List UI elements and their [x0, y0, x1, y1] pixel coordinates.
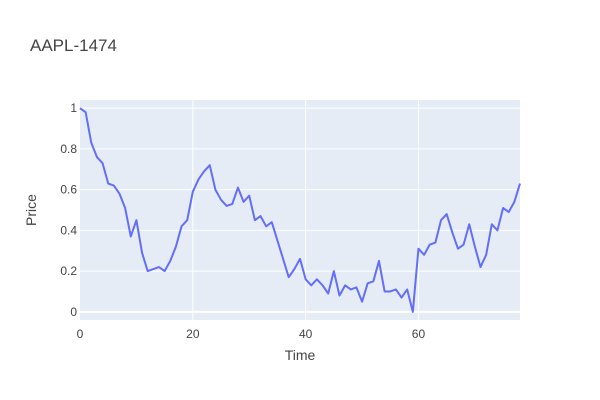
y-tick-label: 0.6 [60, 183, 77, 197]
y-axis-ticks: 0 0.2 0.4 0.6 0.8 1 [60, 101, 77, 319]
y-tick-label: 0 [70, 305, 77, 319]
y-tick-label: 1 [70, 101, 77, 115]
x-axis-label: Time [285, 347, 316, 363]
plot-area [80, 100, 520, 320]
y-tick-label: 0.4 [60, 223, 77, 237]
y-tick-label: 0.2 [60, 264, 77, 278]
x-tick-label: 0 [77, 327, 84, 341]
x-axis-ticks: 0 20 40 60 [77, 327, 426, 341]
chart-title: AAPL-1474 [30, 36, 117, 55]
y-axis-label: Price [23, 194, 39, 226]
x-tick-label: 20 [186, 327, 200, 341]
y-tick-label: 0.8 [60, 142, 77, 156]
x-tick-label: 60 [412, 327, 426, 341]
x-tick-label: 40 [299, 327, 313, 341]
price-series-line [79, 107, 521, 313]
gridlines [80, 100, 520, 320]
